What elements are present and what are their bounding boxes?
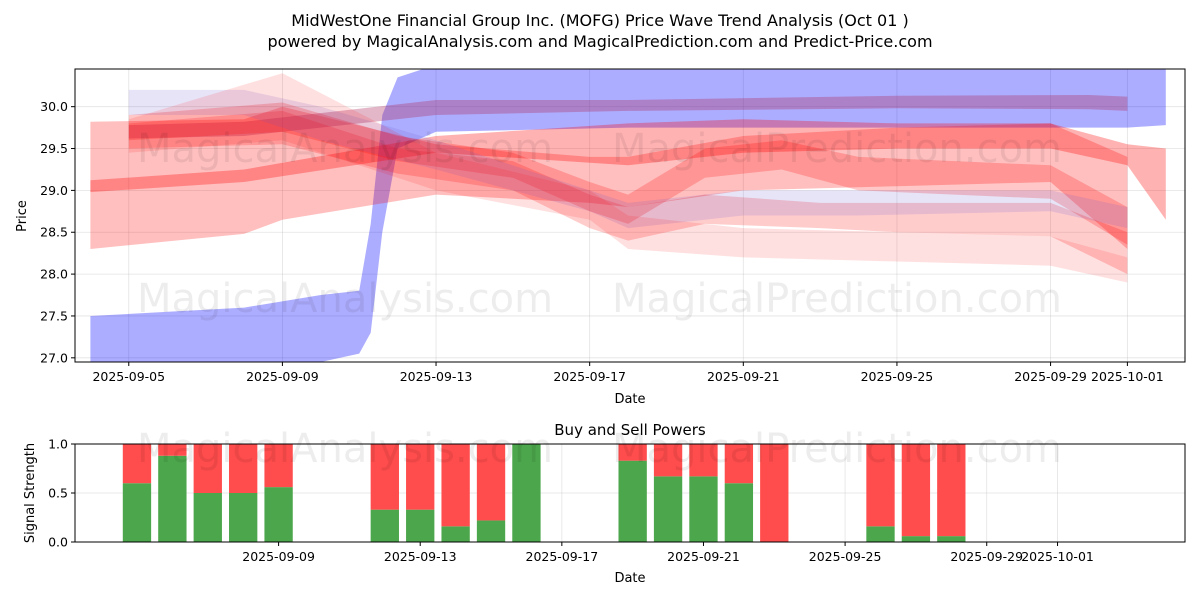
sell-bar	[866, 444, 895, 527]
signal-y-axis-label: Signal Strength	[23, 443, 38, 543]
price-x-tick-label: 2025-09-21	[707, 369, 780, 384]
sell-bar	[193, 444, 222, 493]
buy-bar	[406, 509, 435, 542]
sell-bar	[158, 444, 187, 456]
buy-bar	[618, 460, 647, 542]
price-x-tick-label: 2025-09-25	[861, 369, 934, 384]
sell-bar	[724, 444, 754, 484]
price-wave-plot: MagicalAnalysis.com MagicalPrediction.co…	[15, 68, 1186, 407]
buy-bar	[653, 476, 683, 542]
buy-sell-title: Buy and Sell Powers	[554, 421, 706, 439]
signal-x-axis: 2025-09-09 2025-09-13 2025-09-17 2025-09-21…	[242, 542, 1094, 564]
wave-band-wave-d	[128, 102, 1128, 245]
price-x-axis-label: Date	[614, 392, 645, 407]
price-y-tick-label: 29.0	[40, 183, 68, 198]
buy-bar	[901, 536, 931, 542]
sell-bar	[264, 444, 293, 488]
signal-x-tick-label: 2025-09-17	[526, 549, 599, 564]
wave-band-red-band-a	[90, 106, 1128, 249]
signal-y-tick-label: 0.0	[48, 535, 68, 550]
price-y-axis: 27.0 27.5 28.0 28.5 29.0 29.5 30.0	[40, 99, 75, 365]
price-x-tick-label: 2025-09-17	[553, 369, 626, 384]
wave-band-blue-wave	[90, 69, 1166, 362]
signal-x-tick-label: 2025-09-29	[950, 549, 1023, 564]
price-plot-frame	[74, 68, 1186, 363]
watermark-prediction-mid: MagicalPrediction.com	[612, 276, 1062, 322]
buy-bar	[689, 476, 718, 542]
buy-bar	[476, 520, 506, 542]
price-x-tick-label: 2025-10-01	[1091, 369, 1164, 384]
buy-bar	[193, 493, 222, 542]
wave-band-wave-e	[128, 89, 1128, 229]
watermark-analysis-top: MagicalAnalysis.com	[137, 126, 553, 172]
price-y-tick-label: 27.5	[40, 308, 68, 323]
price-x-tick-label: 2025-09-13	[400, 369, 473, 384]
buy-bar	[229, 493, 258, 542]
sell-bar	[476, 444, 506, 521]
price-x-axis: 2025-09-05 2025-09-09 2025-09-13 2025-09-17…	[92, 362, 1164, 384]
price-x-tick-label: 2025-09-29	[1014, 369, 1087, 384]
chart-title-line1: MidWestOne Financial Group Inc. (MOFG) P…	[291, 11, 908, 30]
watermark-analysis-bottom: MagicalAnalysis.com	[137, 426, 553, 472]
signal-x-tick-label: 2025-10-01	[1021, 549, 1094, 564]
buy-bar	[158, 455, 187, 542]
sell-bar	[122, 444, 152, 484]
buy-bar	[866, 526, 895, 542]
wave-band-wave-f	[128, 73, 1128, 283]
signal-x-axis-label: Date	[614, 571, 645, 586]
sell-bar	[406, 444, 435, 510]
sell-bar	[370, 444, 399, 510]
sell-bar	[618, 444, 647, 461]
sell-bar	[653, 444, 683, 477]
price-y-tick-label: 28.0	[40, 267, 68, 282]
price-x-tick-label: 2025-09-09	[246, 369, 319, 384]
signal-y-tick-label: 0.5	[48, 486, 68, 501]
price-y-tick-label: 29.5	[40, 141, 68, 156]
watermark-prediction-bottom: MagicalPrediction.com	[612, 426, 1062, 472]
signal-x-tick-label: 2025-09-09	[242, 549, 315, 564]
signal-y-axis: 0.0 0.5 1.0	[48, 437, 75, 550]
sell-bar	[937, 444, 966, 537]
signal-x-tick-label: 2025-09-13	[384, 549, 457, 564]
signal-bars	[122, 444, 966, 542]
chart-title-line2: powered by MagicalAnalysis.com and Magic…	[267, 32, 932, 51]
sell-bar	[689, 444, 718, 477]
wave-band-red-band-b	[90, 119, 1166, 220]
sell-bar	[229, 444, 258, 493]
watermark-analysis-mid: MagicalAnalysis.com	[137, 276, 553, 322]
buy-bar	[441, 526, 470, 542]
price-x-tick-label: 2025-09-05	[92, 369, 165, 384]
buy-bar	[512, 444, 541, 542]
price-y-tick-label: 30.0	[40, 99, 68, 114]
watermark-prediction-top: MagicalPrediction.com	[612, 126, 1062, 172]
buy-bar	[264, 487, 293, 542]
price-wave-bands	[90, 69, 1166, 362]
buy-bar	[724, 483, 754, 542]
signal-x-tick-label: 2025-09-25	[809, 549, 882, 564]
buy-sell-plot: Buy and Sell Powers MagicalAnalysis.com …	[23, 421, 1186, 586]
wave-band-purple-band	[128, 95, 1128, 139]
sell-bar	[441, 444, 470, 527]
buy-bar	[937, 536, 966, 542]
wave-band-wave-c	[128, 110, 1128, 275]
price-y-axis-label: Price	[15, 200, 30, 232]
price-y-tick-label: 27.0	[40, 350, 68, 365]
price-y-tick-label: 28.5	[40, 225, 68, 240]
signal-y-tick-label: 1.0	[48, 437, 68, 452]
price-grid	[75, 69, 1185, 362]
buy-bar	[122, 483, 152, 542]
sell-bar	[760, 444, 789, 542]
buy-bar	[370, 509, 399, 542]
signal-x-tick-label: 2025-09-21	[667, 549, 740, 564]
sell-bar	[901, 444, 931, 537]
